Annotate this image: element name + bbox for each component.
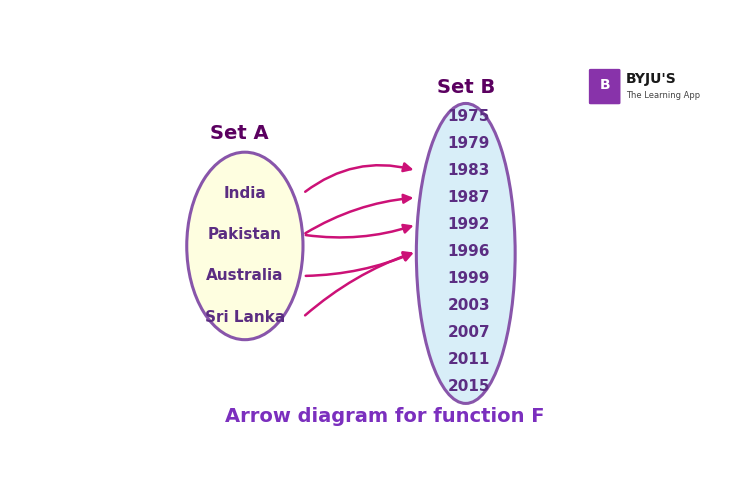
- Text: 1999: 1999: [448, 271, 490, 286]
- Text: 2003: 2003: [447, 298, 490, 313]
- Ellipse shape: [187, 152, 303, 340]
- FancyBboxPatch shape: [588, 68, 622, 105]
- Text: Pakistan: Pakistan: [208, 227, 282, 242]
- Text: B: B: [599, 78, 610, 93]
- Text: 1979: 1979: [448, 136, 490, 151]
- Text: The Learning App: The Learning App: [626, 92, 700, 100]
- Text: Set B: Set B: [436, 78, 495, 97]
- Text: 1987: 1987: [448, 190, 490, 205]
- Text: 1975: 1975: [448, 109, 490, 124]
- Text: Arrow diagram for function F: Arrow diagram for function F: [225, 407, 544, 426]
- Text: 1996: 1996: [448, 244, 490, 259]
- Text: 1983: 1983: [448, 163, 490, 178]
- Text: 1992: 1992: [448, 217, 490, 232]
- Text: India: India: [224, 186, 266, 201]
- Text: Sri Lanka: Sri Lanka: [205, 310, 285, 325]
- Text: Set A: Set A: [210, 124, 268, 143]
- Text: 2011: 2011: [448, 352, 490, 367]
- Text: 2007: 2007: [447, 325, 490, 340]
- Ellipse shape: [416, 103, 515, 403]
- Text: BYJU'S: BYJU'S: [626, 72, 676, 86]
- Text: 2015: 2015: [448, 379, 490, 394]
- Text: Australia: Australia: [206, 268, 284, 283]
